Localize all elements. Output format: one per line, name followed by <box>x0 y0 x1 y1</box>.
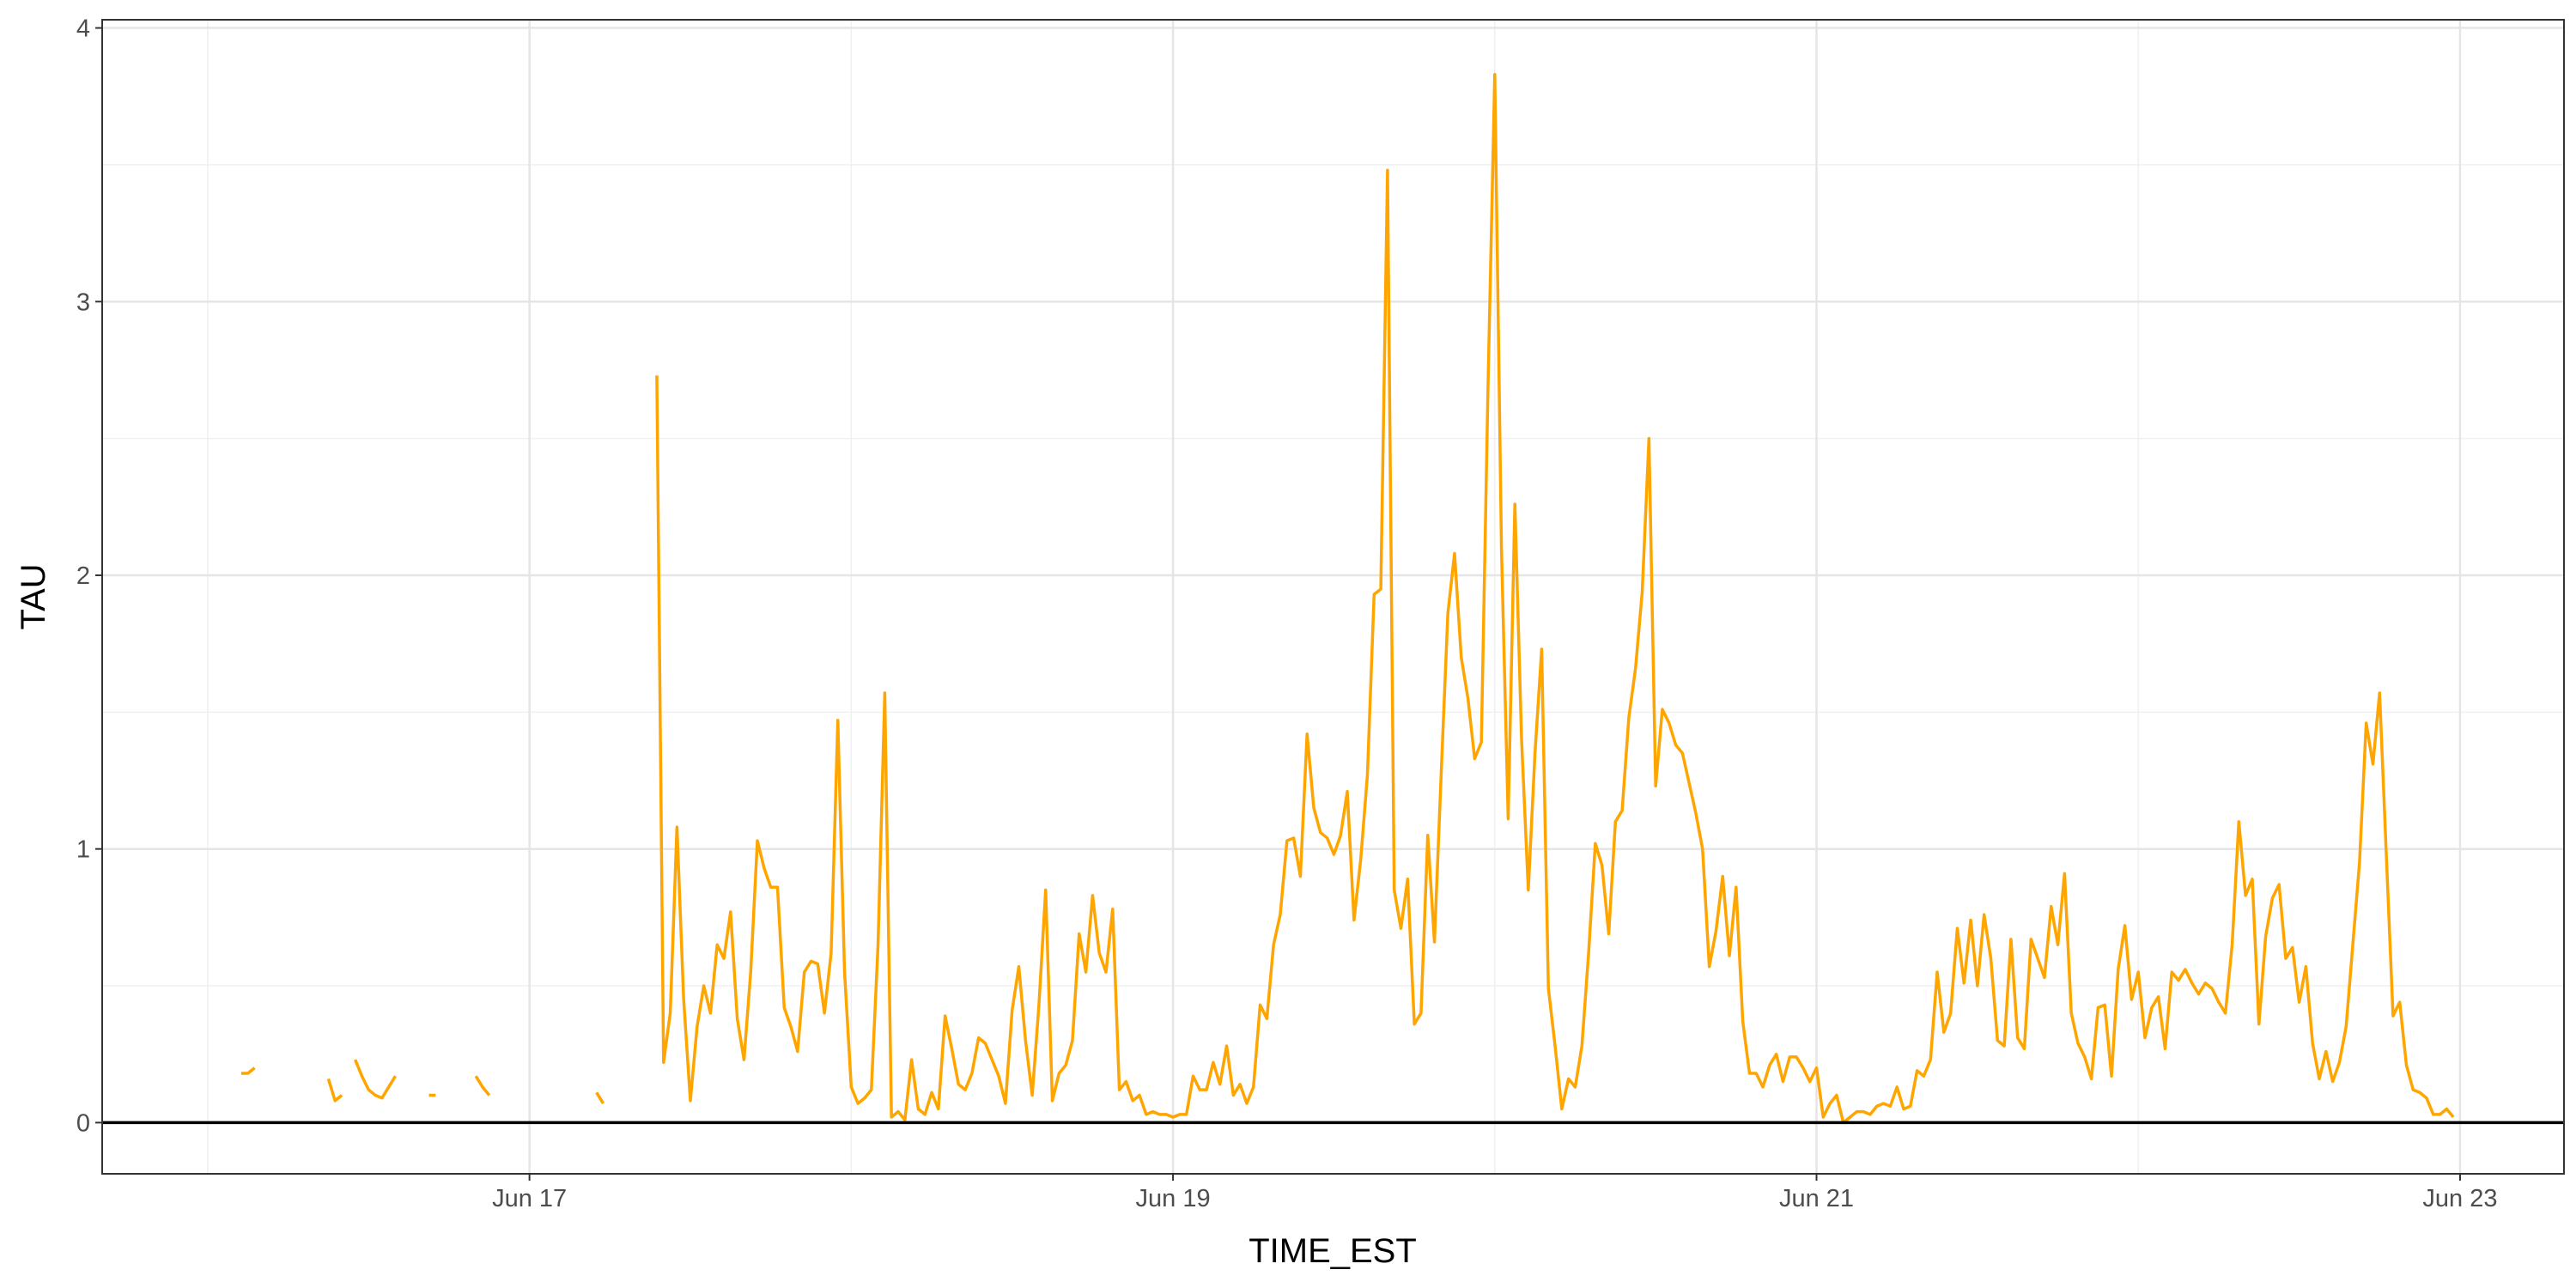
data-line <box>240 72 2455 1125</box>
y-tick-label: 1 <box>76 836 90 864</box>
marks <box>102 72 2564 1125</box>
y-axis-title: TAU <box>15 563 52 629</box>
x-tick-label: Jun 19 <box>1136 1185 1211 1212</box>
x-axis-title: TIME_EST <box>1249 1232 1417 1270</box>
axes: Jun 17 Jun 19 Jun 21 Jun 23 0 1 2 3 4 <box>76 15 2565 1212</box>
y-tick-label: 3 <box>76 289 90 316</box>
y-tick-label: 2 <box>76 562 90 590</box>
plot-border <box>101 19 2565 1175</box>
y-tick-label: 4 <box>76 15 90 43</box>
y-tick-label: 0 <box>76 1109 90 1137</box>
x-tick-label: Jun 17 <box>492 1185 567 1212</box>
x-tick-label: Jun 23 <box>2422 1185 2497 1212</box>
x-tick-label: Jun 21 <box>1779 1185 1854 1212</box>
